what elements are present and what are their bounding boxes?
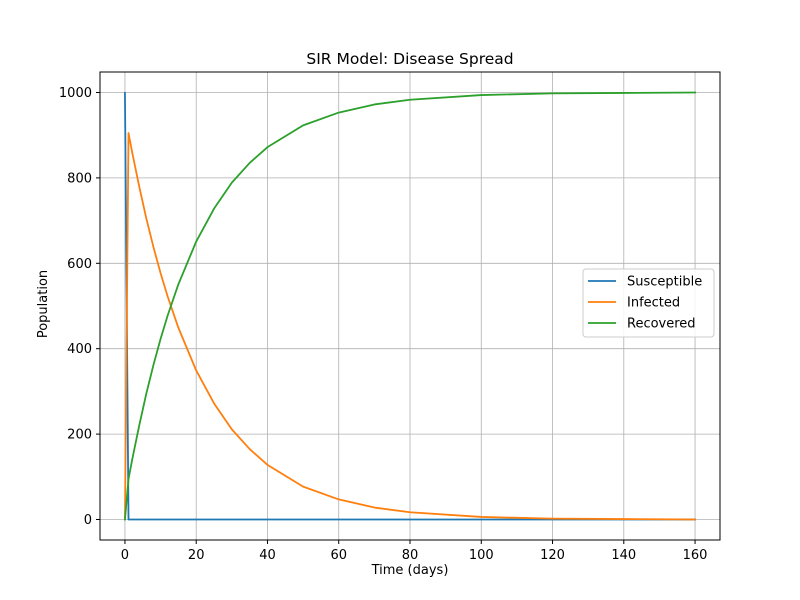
x-tick-label-7: 140 xyxy=(611,548,636,563)
y-tick-label-0: 0 xyxy=(84,513,92,528)
legend-label-recovered: Recovered xyxy=(627,317,696,332)
series-line-infected xyxy=(124,132,696,521)
x-tick-label-2: 40 xyxy=(259,548,276,563)
grid-layer xyxy=(100,72,720,540)
x-tick-label-5: 100 xyxy=(469,548,494,563)
legend-label-infected: Infected xyxy=(627,296,680,311)
series-line-recovered xyxy=(123,91,696,521)
y-tick-label-4: 800 xyxy=(67,171,92,186)
x-tick-label-0: 0 xyxy=(121,548,129,563)
tick-layer: 0 20 40 60 80 100 120 140 160 0 200 400 600 800 1000 xyxy=(59,86,708,563)
y-tick-label-2: 400 xyxy=(67,342,92,357)
y-axis-title: Population xyxy=(36,270,51,338)
legend: Susceptible Infected Recovered xyxy=(582,268,715,338)
series-layer xyxy=(123,91,696,521)
legend-label-susceptible: Susceptible xyxy=(627,275,702,290)
x-tick-label-8: 160 xyxy=(683,548,708,563)
y-tick-label-1: 200 xyxy=(67,428,92,443)
x-tick-label-4: 80 xyxy=(402,548,419,563)
y-tick-label-5: 1000 xyxy=(59,86,92,101)
chart-title: SIR Model: Disease Spread xyxy=(306,50,513,68)
x-tick-label-6: 120 xyxy=(540,548,565,563)
legend-box xyxy=(582,268,715,338)
y-tick-label-3: 600 xyxy=(67,257,92,272)
x-axis-title: Time (days) xyxy=(371,563,449,578)
x-tick-label-3: 60 xyxy=(330,548,347,563)
x-tick-label-1: 20 xyxy=(188,548,205,563)
